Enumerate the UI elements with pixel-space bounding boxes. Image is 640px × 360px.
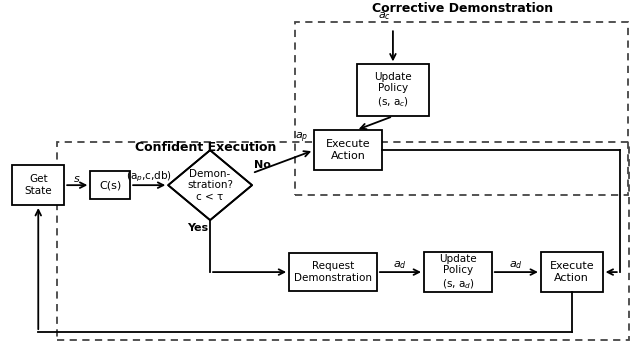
- Bar: [289, 253, 377, 291]
- Bar: [357, 64, 429, 116]
- Bar: [424, 252, 492, 292]
- Text: s: s: [74, 174, 80, 184]
- Bar: [295, 22, 628, 195]
- Text: Corrective Demonstration: Corrective Demonstration: [372, 2, 554, 15]
- Text: a$_c$: a$_c$: [378, 10, 392, 22]
- Polygon shape: [168, 150, 252, 220]
- Bar: [57, 142, 628, 340]
- Text: (a$_p$,c,db): (a$_p$,c,db): [126, 170, 172, 184]
- Text: Get
State: Get State: [24, 174, 52, 196]
- Text: a$_d$: a$_d$: [509, 259, 524, 271]
- Text: Request
Demonstration: Request Demonstration: [294, 261, 372, 283]
- Text: Execute
Action: Execute Action: [326, 139, 371, 161]
- Bar: [12, 165, 64, 205]
- Bar: [541, 252, 603, 292]
- Bar: [314, 130, 382, 170]
- Text: Yes: Yes: [188, 223, 209, 233]
- Text: a$_p$: a$_p$: [295, 131, 308, 145]
- Text: Execute
Action: Execute Action: [550, 261, 594, 283]
- Text: C(s): C(s): [99, 180, 122, 190]
- Text: a$_d$: a$_d$: [394, 259, 408, 271]
- Bar: [90, 171, 130, 199]
- Text: Confident Execution: Confident Execution: [135, 141, 276, 154]
- Text: Update
Policy
(s, a$_c$): Update Policy (s, a$_c$): [374, 72, 412, 109]
- Text: Update
Policy
(s, a$_d$): Update Policy (s, a$_d$): [439, 253, 477, 291]
- Text: Demon-
stration?
c < τ: Demon- stration? c < τ: [187, 168, 233, 202]
- Text: No: No: [253, 160, 271, 170]
